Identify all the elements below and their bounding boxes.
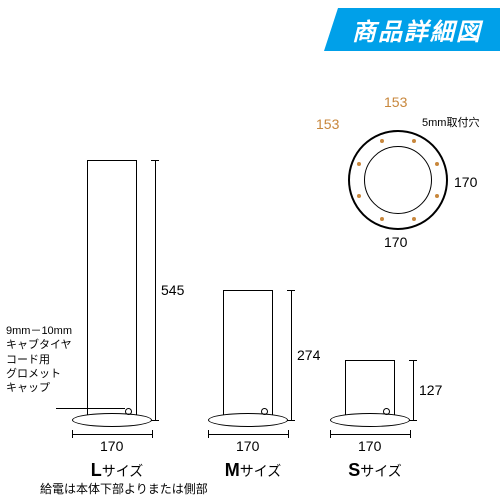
grommet-s [383,408,390,415]
base-l [72,413,152,427]
dim-tick [288,430,289,438]
base-m [208,413,288,427]
dim-l-base: 170 [100,438,123,454]
grommet-l [125,408,132,415]
grommet-m [261,408,268,415]
diagram-canvas: 545 170 Lサイズ 274 170 Mサイズ 127 170 Sサイズ 1… [0,50,500,500]
mount-hole-dot [380,217,384,221]
dim-line-m-h [291,290,292,420]
footnote: 給電は本体下部よりまたは側部 [40,480,208,497]
topview-pitch-a: 153 [384,94,407,110]
dim-tick [330,430,331,438]
dim-m-height: 274 [297,347,320,363]
dim-tick [409,420,417,421]
dim-line-s-b [330,434,410,435]
dim-tick [208,430,209,438]
topview-pitch-b: 153 [316,116,339,132]
dim-tick [151,420,159,421]
base-s [330,413,410,427]
topview-hole-label: 5mm取付穴 [422,114,479,130]
grommet-leader [56,408,125,409]
dim-m-base: 170 [236,438,259,454]
mount-hole-dot [412,217,416,221]
dim-tick [72,430,73,438]
dim-s-height: 127 [419,382,442,398]
topview-d-inner: 170 [454,174,477,190]
dim-s-base: 170 [358,438,381,454]
dim-line-l-h [155,160,156,420]
pillar-m [223,290,273,420]
size-label-m: Mサイズ [218,460,288,481]
dim-line-l-b [72,434,152,435]
topview-inner-circle [364,146,432,214]
mount-hole-dot [435,194,439,198]
dim-tick [409,360,417,361]
dim-line-m-b [208,434,288,435]
pillar-l [87,160,137,420]
dim-l-height: 545 [161,282,184,298]
dim-tick [287,420,295,421]
mount-hole-dot [435,162,439,166]
dim-tick [152,430,153,438]
dim-line-s-h [413,360,414,420]
dim-tick [410,430,411,438]
size-label-s: Sサイズ [340,460,410,481]
size-label-l: Lサイズ [82,460,152,481]
grommet-note: 9mm－10mm キャブタイヤ コード用 グロメット キャップ [6,324,72,395]
header-banner: 商品詳細図 [324,8,500,51]
dim-tick [151,160,159,161]
topview-d-outer: 170 [384,234,407,250]
dim-tick [287,290,295,291]
